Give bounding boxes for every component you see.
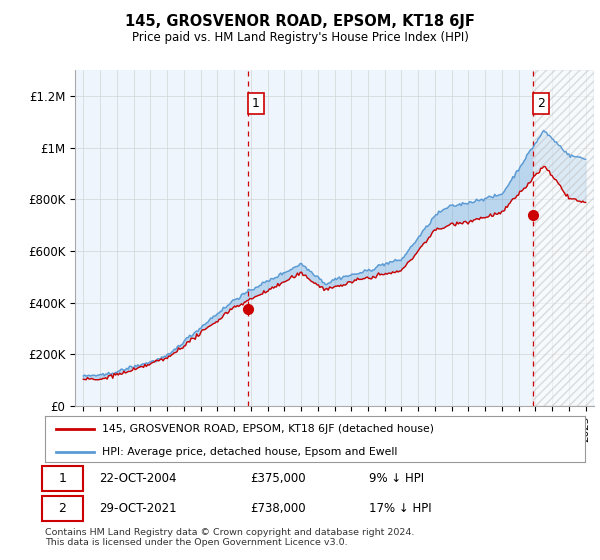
Text: 145, GROSVENOR ROAD, EPSOM, KT18 6JF: 145, GROSVENOR ROAD, EPSOM, KT18 6JF xyxy=(125,14,475,29)
Text: Price paid vs. HM Land Registry's House Price Index (HPI): Price paid vs. HM Land Registry's House … xyxy=(131,31,469,44)
FancyBboxPatch shape xyxy=(42,496,83,521)
Text: Contains HM Land Registry data © Crown copyright and database right 2024.
This d: Contains HM Land Registry data © Crown c… xyxy=(45,528,415,547)
Text: 1: 1 xyxy=(252,97,260,110)
Text: 29-OCT-2021: 29-OCT-2021 xyxy=(99,502,176,515)
FancyBboxPatch shape xyxy=(42,466,83,492)
Text: £375,000: £375,000 xyxy=(250,472,306,486)
Text: 1: 1 xyxy=(58,472,66,486)
Text: £738,000: £738,000 xyxy=(250,502,306,515)
Text: 17% ↓ HPI: 17% ↓ HPI xyxy=(369,502,431,515)
Text: HPI: Average price, detached house, Epsom and Ewell: HPI: Average price, detached house, Epso… xyxy=(101,447,397,457)
Text: 145, GROSVENOR ROAD, EPSOM, KT18 6JF (detached house): 145, GROSVENOR ROAD, EPSOM, KT18 6JF (de… xyxy=(101,424,434,434)
Text: 2: 2 xyxy=(58,502,66,515)
Text: 22-OCT-2004: 22-OCT-2004 xyxy=(99,472,176,486)
Text: 9% ↓ HPI: 9% ↓ HPI xyxy=(369,472,424,486)
Text: 2: 2 xyxy=(537,97,545,110)
